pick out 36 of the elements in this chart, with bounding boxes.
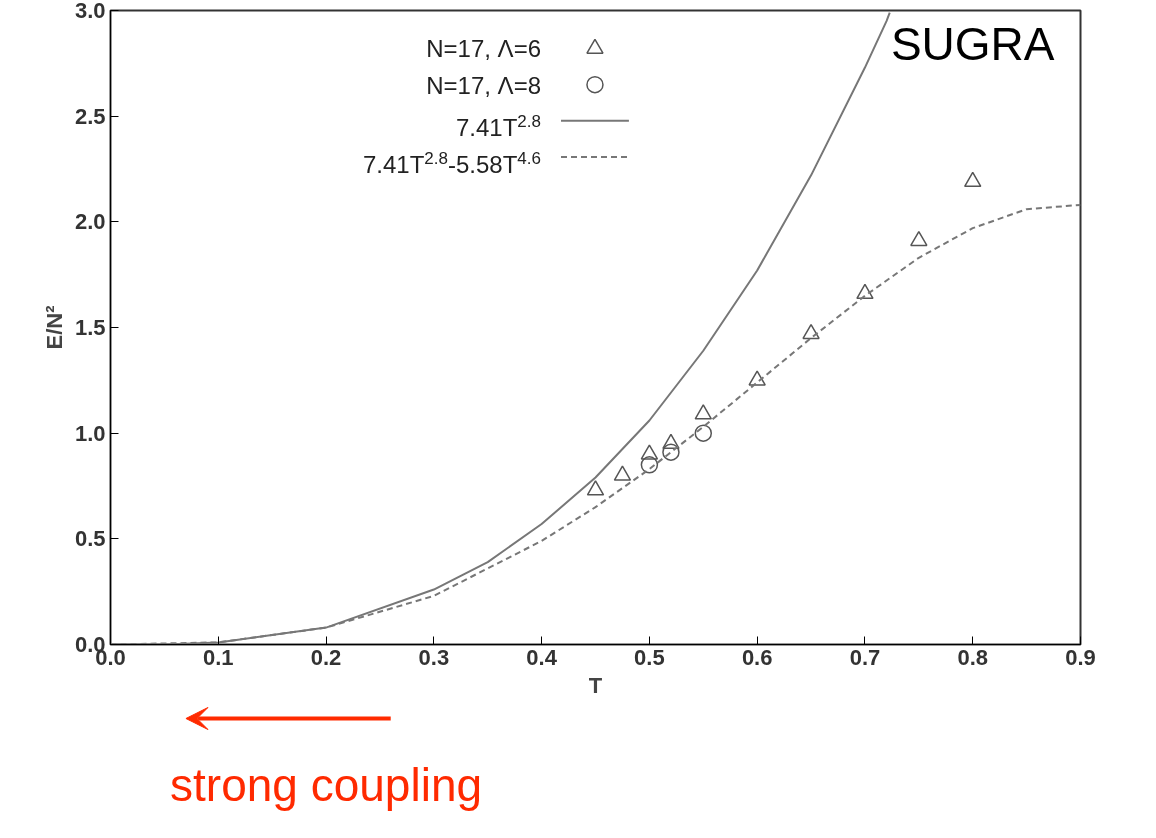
point <box>802 323 820 340</box>
x-tick-label: 0.2 <box>310 644 342 670</box>
point <box>586 480 605 496</box>
point <box>694 424 713 442</box>
point <box>613 465 632 481</box>
y-tick-label: 2.5 <box>74 103 106 129</box>
point <box>963 171 982 188</box>
y-tick-label: 1.5 <box>74 315 106 340</box>
y-tick-label: 2.0 <box>74 209 106 235</box>
x-tick-label: 0.1 <box>202 644 234 670</box>
point <box>640 456 659 474</box>
x-tick-label: 0.9 <box>1065 644 1096 670</box>
x-tick-label: 0.6 <box>741 644 773 670</box>
legend-label: 7.41T$^{2.8}$ <box>455 111 541 141</box>
x-tick-label: 0.4 <box>526 644 558 670</box>
point <box>694 404 713 420</box>
point <box>910 230 928 247</box>
point <box>662 443 680 461</box>
y-tick-label: 0.5 <box>74 526 106 552</box>
annotation: SUGRA <box>890 17 1055 70</box>
point <box>856 283 874 300</box>
y-axis-title: E/N² <box>41 305 67 350</box>
legend-label: N=17, Λ=8 <box>425 70 541 101</box>
y-tick-label: 3.0 <box>74 0 106 23</box>
text: strong coupling <box>170 758 483 811</box>
x-axis-title: T <box>588 672 603 698</box>
y-tick-label: 1.0 <box>74 420 106 446</box>
legend-label: 7.41T$^{2.8}$-5.58T$^{4.6}$ <box>362 147 541 178</box>
point <box>640 444 659 460</box>
x-tick-label: 0.3 <box>418 644 450 670</box>
point <box>748 370 766 386</box>
x-tick-label: 0.7 <box>849 644 881 670</box>
legend-label: N=17, Λ=6 <box>425 34 541 64</box>
x-tick-label: 0.5 <box>634 644 665 670</box>
x-tick-label: 0.8 <box>957 644 989 670</box>
point <box>662 433 680 450</box>
